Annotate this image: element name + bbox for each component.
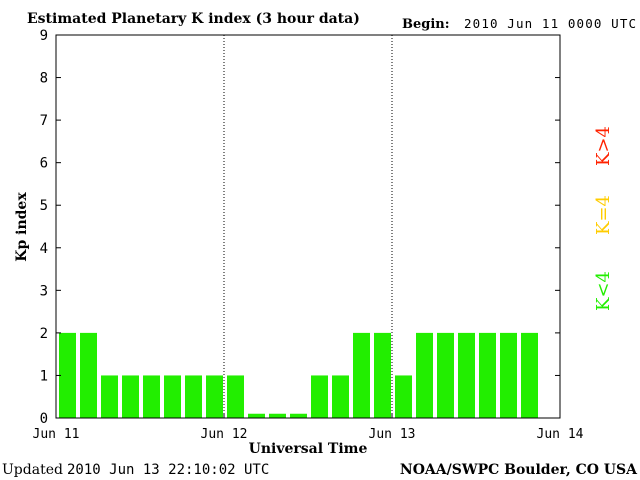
y-tick-label: 1 bbox=[40, 368, 48, 384]
kp-bar bbox=[332, 375, 349, 418]
kp-bar bbox=[80, 332, 97, 418]
kp-bar bbox=[248, 413, 265, 418]
kp-bar bbox=[521, 332, 538, 418]
y-tick-label: 2 bbox=[40, 326, 48, 342]
plot-frame bbox=[55, 34, 561, 419]
kp-bar bbox=[416, 332, 433, 418]
y-tick-label: 4 bbox=[40, 241, 48, 257]
y-tick-label: 7 bbox=[40, 113, 48, 129]
x-axis: Jun 11 Jun 12 Jun 13 Jun 14 bbox=[33, 413, 584, 442]
y-tick-label: 0 bbox=[40, 411, 48, 427]
kp-bar bbox=[479, 332, 496, 418]
begin-label: Begin: bbox=[402, 17, 450, 32]
kp-bar bbox=[59, 332, 76, 418]
legend-item: K>4 bbox=[593, 126, 614, 166]
y-tick-label: 8 bbox=[40, 71, 48, 87]
begin-value: 2010 Jun 11 0000 UTC bbox=[464, 16, 636, 31]
x-tick-label: Jun 14 bbox=[537, 427, 584, 442]
kp-bar bbox=[395, 375, 412, 418]
y-tick-label: 6 bbox=[40, 156, 48, 172]
bars bbox=[59, 332, 538, 418]
kp-bar bbox=[458, 332, 475, 418]
updated-label: Updated bbox=[2, 462, 63, 478]
x-tick-label: Jun 13 bbox=[369, 427, 416, 442]
y-tick-label: 5 bbox=[40, 198, 48, 214]
y-tick-label: 3 bbox=[40, 283, 48, 299]
kp-bar bbox=[164, 375, 181, 418]
kp-bar bbox=[122, 375, 139, 418]
kp-bar bbox=[500, 332, 517, 418]
day-separators bbox=[223, 35, 393, 418]
y-axis-label: Kp index bbox=[14, 192, 30, 262]
kp-bar bbox=[227, 375, 244, 418]
kp-bar bbox=[290, 413, 307, 418]
kp-bar bbox=[269, 413, 286, 418]
x-tick-label: Jun 12 bbox=[201, 427, 248, 442]
x-axis-label: Universal Time bbox=[249, 441, 368, 457]
source-credit: NOAA/SWPC Boulder, CO USA bbox=[400, 462, 638, 478]
y-tick-label: 9 bbox=[40, 28, 48, 44]
legend-item: K=4 bbox=[593, 195, 614, 235]
chart-title: Estimated Planetary K index (3 hour data… bbox=[27, 11, 360, 27]
legend: K>4 K=4 K<4 bbox=[593, 126, 614, 311]
legend-item: K<4 bbox=[593, 271, 614, 311]
kp-bar bbox=[206, 375, 223, 418]
kp-bar bbox=[185, 375, 202, 418]
kp-bar bbox=[353, 332, 370, 418]
updated-value: 2010 Jun 13 22:10:02 UTC bbox=[67, 462, 269, 478]
kp-bar bbox=[101, 375, 118, 418]
kp-bar bbox=[311, 375, 328, 418]
kp-bar bbox=[437, 332, 454, 418]
x-tick-label: Jun 11 bbox=[33, 427, 80, 442]
kp-bar bbox=[374, 332, 391, 418]
y-axis: 0 1 2 3 4 5 6 7 8 9 bbox=[40, 28, 560, 427]
kp-bar bbox=[143, 375, 160, 418]
